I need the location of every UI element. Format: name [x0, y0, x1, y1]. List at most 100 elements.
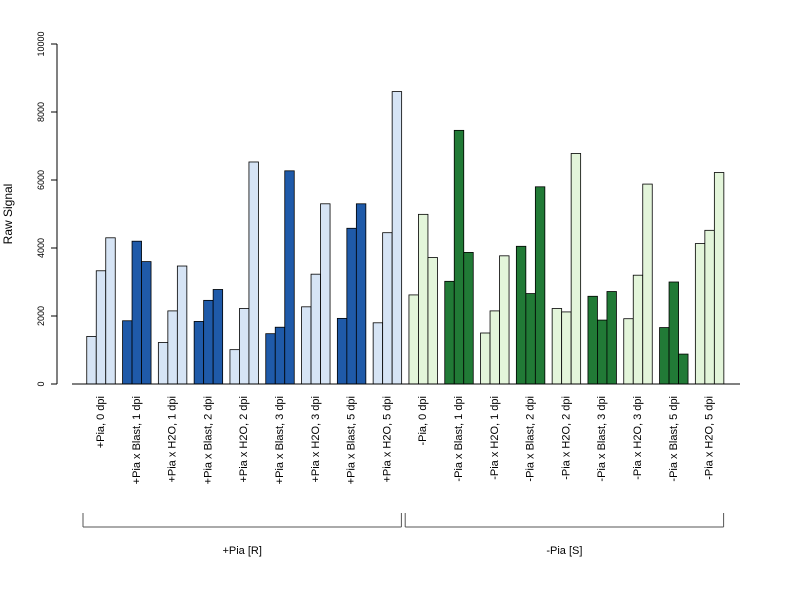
- bar-group: [694, 172, 725, 385]
- bar: [418, 213, 429, 385]
- bar-group: [372, 91, 403, 385]
- bar: [489, 310, 500, 385]
- bar: [310, 273, 321, 385]
- bar: [551, 308, 563, 385]
- bar: [408, 294, 419, 385]
- bar: [105, 237, 116, 385]
- y-tick-label: 10000: [36, 31, 46, 56]
- bar: [427, 257, 438, 385]
- bar-group: [659, 281, 689, 385]
- bar: [606, 291, 617, 385]
- bar-group: [623, 183, 653, 385]
- bar: [229, 349, 240, 385]
- bar-group: [157, 265, 188, 385]
- bar-group: [444, 129, 474, 385]
- bar: [212, 289, 224, 385]
- bar: [122, 320, 133, 385]
- y-tick-label: 8000: [36, 102, 46, 122]
- category-label: -Pia x Blast, 1 dpi: [453, 396, 465, 482]
- y-tick-label: 6000: [36, 170, 46, 190]
- category-label: +Pia x Blast, 1 dpi: [131, 396, 143, 484]
- bar-group: [122, 240, 152, 385]
- bar: [694, 243, 706, 385]
- bar: [95, 270, 107, 385]
- category-label: +Pia x H2O, 3 dpi: [310, 396, 322, 483]
- bar: [131, 240, 142, 385]
- y-tick-label: 2000: [36, 306, 46, 326]
- y-tick-label: 0: [36, 381, 46, 386]
- y-axis-title: Raw Signal: [1, 184, 15, 245]
- bar: [355, 203, 367, 385]
- bar: [157, 342, 169, 385]
- bar: [515, 245, 527, 385]
- bar-group: [336, 203, 367, 385]
- category-label: -Pia x H2O, 1 dpi: [489, 396, 501, 480]
- bar: [274, 326, 286, 385]
- bar: [480, 332, 491, 385]
- bar: [372, 322, 384, 385]
- bar: [444, 280, 455, 385]
- bar: [176, 265, 188, 385]
- bar: [193, 321, 205, 385]
- bar: [463, 252, 474, 385]
- category-label: -Pia x H2O, 3 dpi: [632, 396, 644, 480]
- group-label: -Pia [S]: [546, 545, 582, 557]
- bar-group: [301, 203, 331, 385]
- bar: [141, 261, 152, 385]
- category-label: -Pia x Blast, 5 dpi: [668, 396, 680, 482]
- bar: [453, 129, 465, 385]
- category-label: +Pia x H2O, 5 dpi: [381, 396, 393, 483]
- category-label: +Pia x Blast, 5 dpi: [346, 396, 358, 484]
- bar: [301, 306, 312, 385]
- category-label: +Pia x H2O, 2 dpi: [238, 396, 250, 483]
- bar: [284, 170, 295, 385]
- bar: [382, 232, 393, 385]
- category-label: -Pia x H2O, 2 dpi: [560, 396, 572, 480]
- bar: [642, 183, 653, 385]
- bar-group: [229, 161, 259, 385]
- bar: [525, 293, 536, 385]
- category-label: -Pia, 0 dpi: [417, 396, 429, 446]
- group-bracket: -Pia [S]: [404, 513, 725, 557]
- category-label: +Pia x Blast, 3 dpi: [274, 396, 286, 484]
- bar: [570, 153, 582, 385]
- bars: [86, 91, 725, 385]
- bar: [203, 299, 214, 385]
- bar: [320, 203, 331, 385]
- y-axis: 0 2000 4000 6000 8000 10000: [36, 31, 58, 387]
- bar-group: [86, 237, 116, 385]
- bar-group: [193, 289, 224, 385]
- bar: [346, 227, 357, 385]
- group-label: +Pia [R]: [222, 545, 261, 557]
- bar: [239, 308, 250, 385]
- bar: [668, 281, 679, 385]
- bar: [265, 333, 276, 385]
- bar-group: [265, 170, 295, 385]
- bar: [632, 274, 644, 385]
- category-label: +Pia x Blast, 2 dpi: [202, 396, 214, 484]
- bar: [86, 335, 97, 385]
- category-label: -Pia x H2O, 5 dpi: [704, 396, 716, 480]
- bar: [248, 161, 259, 385]
- bar: [659, 327, 670, 385]
- category-label: -Pia x Blast, 3 dpi: [596, 396, 608, 482]
- group-bracket: +Pia [R]: [82, 513, 402, 557]
- bar: [587, 295, 598, 385]
- bar: [704, 229, 715, 385]
- category-labels: +Pia, 0 dpi +Pia x Blast, 1 dpi +Pia x H2O…: [95, 396, 716, 484]
- bar: [561, 311, 572, 385]
- category-label: +Pia x H2O, 1 dpi: [167, 396, 179, 483]
- group-brackets: +Pia [R] -Pia [S]: [82, 513, 725, 557]
- bar-group: [480, 255, 510, 385]
- bar: [336, 317, 348, 385]
- y-tick-label: 4000: [36, 238, 46, 258]
- category-label: -Pia x Blast, 2 dpi: [525, 396, 537, 482]
- bar-group: [587, 291, 617, 385]
- bar: [391, 91, 403, 385]
- bar: [167, 310, 178, 385]
- category-label: +Pia, 0 dpi: [95, 396, 107, 448]
- bar-group: [551, 153, 582, 385]
- bar: [678, 353, 689, 385]
- bar: [713, 172, 725, 385]
